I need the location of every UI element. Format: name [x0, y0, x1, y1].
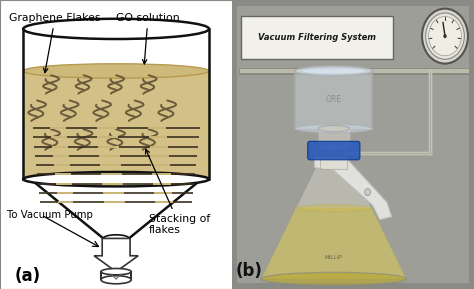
Ellipse shape: [318, 144, 349, 151]
Bar: [295, 71, 373, 129]
Polygon shape: [261, 158, 406, 279]
Circle shape: [428, 16, 461, 56]
Text: Vacuum Filtering System: Vacuum Filtering System: [258, 33, 376, 42]
Polygon shape: [94, 238, 138, 272]
Polygon shape: [31, 179, 201, 238]
Ellipse shape: [101, 268, 131, 275]
Ellipse shape: [23, 172, 209, 186]
Ellipse shape: [103, 235, 129, 242]
Circle shape: [365, 189, 371, 196]
Text: MILLIP: MILLIP: [325, 255, 343, 260]
Ellipse shape: [23, 19, 209, 39]
Text: GO solution: GO solution: [116, 13, 180, 64]
Polygon shape: [261, 208, 406, 279]
Text: Stacking of
flakes: Stacking of flakes: [146, 149, 210, 236]
Text: (a): (a): [15, 267, 41, 285]
Ellipse shape: [318, 125, 349, 132]
Text: To Vacuum Pump: To Vacuum Pump: [7, 210, 93, 220]
Bar: [23, 71, 209, 179]
Ellipse shape: [295, 124, 373, 133]
Circle shape: [426, 13, 465, 59]
FancyBboxPatch shape: [308, 141, 360, 160]
Polygon shape: [314, 158, 392, 220]
Text: (b): (b): [236, 262, 263, 280]
Ellipse shape: [295, 66, 373, 76]
Ellipse shape: [31, 173, 201, 185]
Ellipse shape: [261, 272, 406, 286]
Ellipse shape: [296, 205, 372, 212]
Circle shape: [443, 34, 447, 38]
Bar: [318, 129, 349, 147]
Ellipse shape: [101, 276, 131, 284]
FancyBboxPatch shape: [241, 16, 393, 59]
Ellipse shape: [23, 64, 209, 78]
Bar: [320, 158, 347, 169]
Text: ORE: ORE: [326, 95, 342, 104]
Ellipse shape: [301, 67, 367, 75]
Text: Graphene Flakes: Graphene Flakes: [9, 13, 101, 73]
Circle shape: [422, 9, 468, 64]
